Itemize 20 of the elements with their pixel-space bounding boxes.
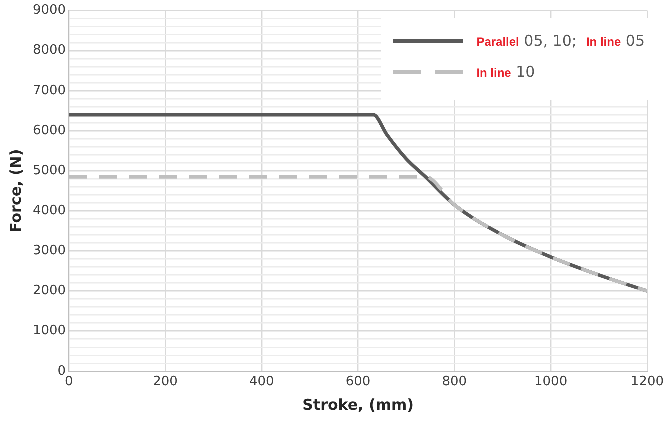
x-tick-label: 1200 bbox=[630, 374, 664, 390]
x-tick-label: 400 bbox=[249, 374, 274, 390]
y-tick-label: 3000 bbox=[32, 244, 66, 259]
x-axis-title: Stroke, (mm) bbox=[302, 396, 414, 414]
y-tick-label: 7000 bbox=[32, 83, 66, 98]
x-tick-label: 1000 bbox=[534, 374, 568, 390]
x-tick-label: 800 bbox=[442, 374, 468, 390]
x-tick-label: 200 bbox=[153, 374, 178, 390]
y-tick-label: 6000 bbox=[32, 123, 66, 138]
y-tick-label: 0 bbox=[58, 364, 66, 379]
y-axis-title: Force, (N) bbox=[6, 149, 25, 233]
y-tick-label: 9000 bbox=[32, 3, 66, 18]
y-tick-label: 4000 bbox=[32, 204, 66, 219]
legend-label: In line 10 bbox=[476, 63, 536, 81]
y-tick-label: 1000 bbox=[32, 324, 66, 339]
y-tick-label: 8000 bbox=[32, 43, 66, 58]
y-tick-label: 5000 bbox=[32, 163, 66, 178]
x-tick-label: 600 bbox=[346, 374, 371, 390]
y-tick-label: 2000 bbox=[32, 284, 66, 299]
legend-label: Parallel 05, 10; In line 05 bbox=[476, 32, 645, 50]
